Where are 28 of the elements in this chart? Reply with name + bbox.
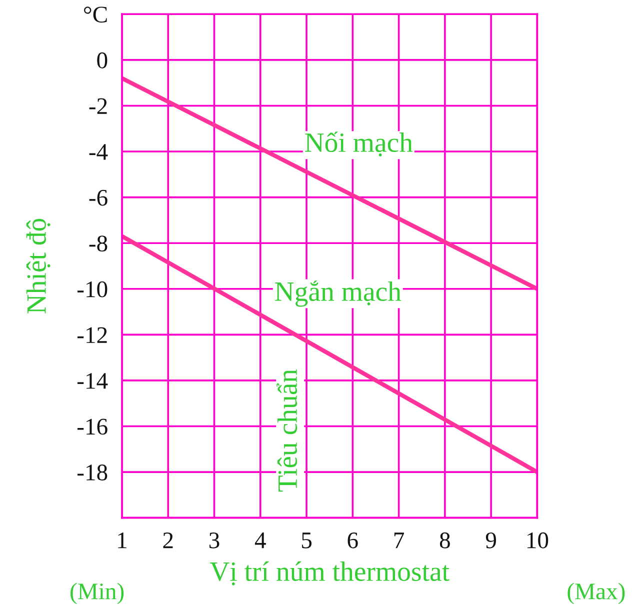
text: (Min) [70, 582, 124, 604]
y-tick-label: -4 [89, 144, 108, 160]
y-tick-label: -16 [77, 418, 108, 435]
series-label: Ngắn mạch [275, 280, 402, 307]
x-tick-label: 10 [527, 532, 548, 548]
y-tick-label: -14 [77, 373, 108, 389]
text: (Max) [568, 582, 625, 604]
y-tick-label: -18 [77, 464, 108, 480]
x-tick-label: 6 [348, 532, 358, 548]
x-tick-label: 8 [440, 532, 450, 548]
y-axis-title: Nhiệt độ [26, 218, 50, 314]
y-tick-label: 0 [97, 52, 108, 68]
y-tick-label: -2 [89, 98, 107, 114]
y-tick-label: -6 [89, 190, 108, 206]
y-tick-label: -8 [89, 236, 108, 252]
series-label: Nối mạch [305, 132, 413, 156]
x-tick-label: 7 [394, 532, 404, 548]
x-tick-label: 3 [209, 532, 220, 548]
x-tick-label: 4 [254, 532, 266, 548]
x-axis-title: Vị trí núm thermostat [210, 561, 450, 586]
x-tick-label: 1 [118, 532, 126, 548]
annotation: Tiêu chuẩn [276, 369, 298, 492]
x-tick-label: 9 [486, 532, 496, 548]
y-tick-label: -10 [77, 281, 108, 298]
x-tick-label: 5 [302, 532, 312, 548]
y-tick-label: -12 [77, 327, 107, 343]
x-tick-label: 2 [163, 532, 173, 548]
y-tick-label: °C [84, 6, 107, 23]
